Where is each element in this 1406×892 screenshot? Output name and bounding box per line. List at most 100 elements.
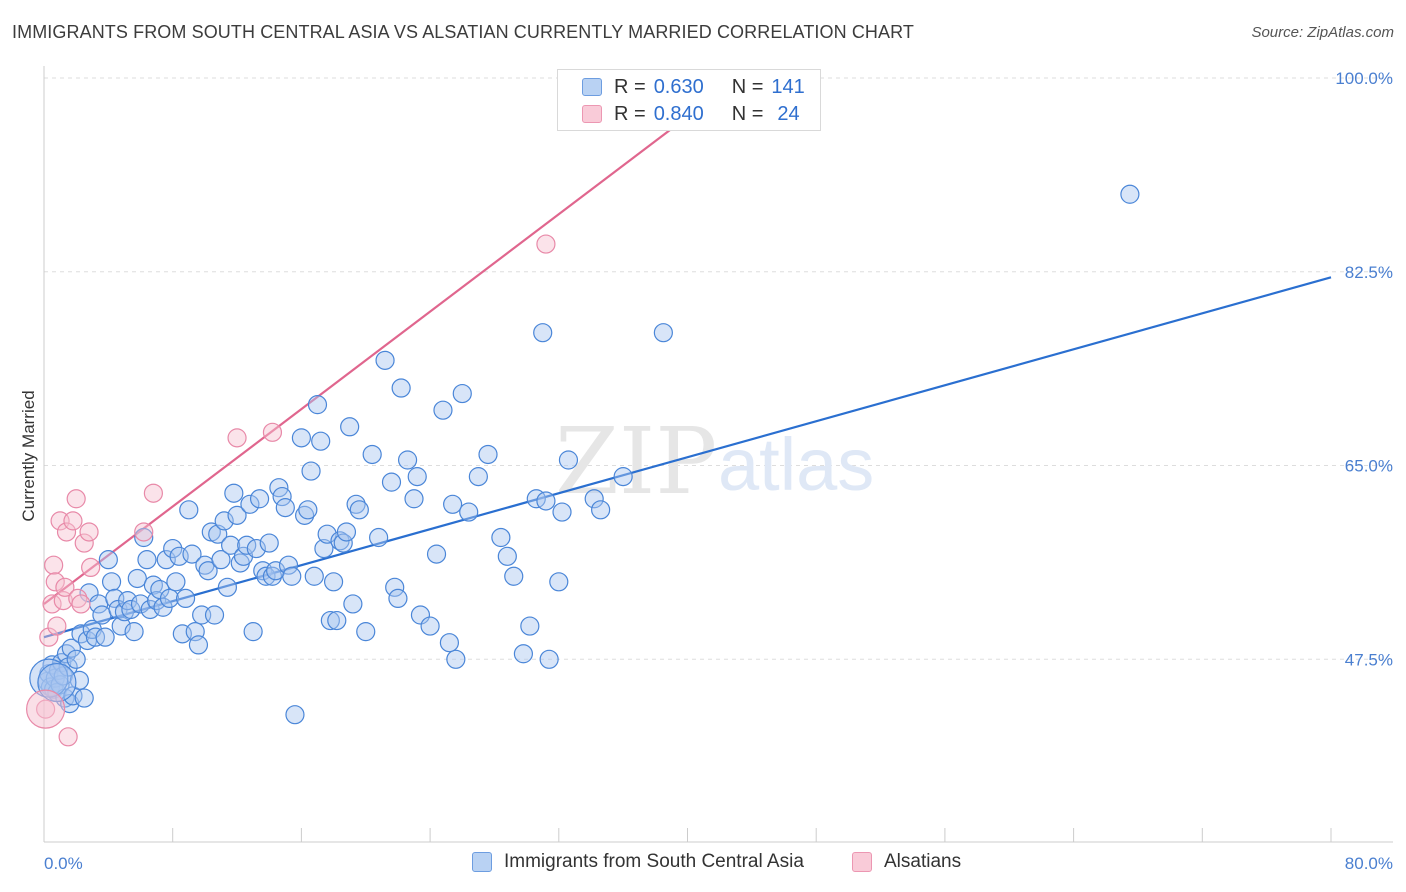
point-south-central-asia	[282, 566, 302, 586]
point-south-central-asia	[584, 489, 604, 509]
point-south-central-asia	[397, 450, 418, 470]
legend-item-alsatians[interactable]: Alsatians	[852, 851, 961, 873]
point-alsatian	[134, 522, 154, 542]
point-alsatian	[66, 489, 86, 509]
point-south-central-asia	[295, 505, 315, 525]
point-south-central-asia	[121, 599, 141, 620]
legend-n-label: N =	[731, 102, 764, 125]
point-south-central-asia	[478, 444, 498, 465]
point-south-central-asia	[101, 572, 122, 592]
point-south-central-asia	[539, 649, 559, 669]
point-south-central-asia	[249, 489, 270, 509]
point-south-central-asia	[591, 500, 611, 520]
point-south-central-asia	[278, 555, 299, 575]
point-south-central-asia	[304, 566, 324, 586]
point-south-central-asia	[343, 594, 363, 614]
point-south-central-asia	[221, 535, 241, 555]
chart-source: Source: ZipAtlas.com	[1251, 24, 1394, 41]
point-south-central-asia	[452, 383, 472, 404]
point-south-central-asia	[446, 649, 466, 669]
point-south-central-asia	[95, 627, 115, 647]
trend-lines	[43, 115, 1332, 639]
legend-label: Alsatians	[884, 851, 962, 872]
point-south-central-asia	[369, 527, 389, 548]
point-south-central-asia	[204, 605, 225, 625]
point-south-central-asia	[182, 544, 202, 564]
point-south-central-asia	[613, 467, 633, 487]
legend-swatch-pink	[582, 105, 602, 123]
legend-n-label: N =	[731, 75, 764, 98]
point-south-central-asia	[385, 577, 405, 597]
correlation-legend: R = 0.630 N = 141 R = 0.840 N = 24	[557, 69, 821, 131]
point-south-central-asia	[533, 323, 553, 343]
point-south-central-asia	[311, 431, 331, 451]
legend-row-series2: R = 0.840 N = 24	[582, 101, 800, 127]
point-alsatian	[58, 727, 78, 747]
legend-item-south-central-asia[interactable]: Immigrants from South Central Asia	[472, 851, 804, 873]
legend-r-value: 0.630	[653, 75, 704, 98]
point-alsatian	[68, 588, 88, 609]
point-south-central-asia	[272, 486, 292, 507]
point-south-central-asia	[217, 577, 237, 597]
point-south-central-asia	[333, 533, 353, 553]
grid-lines	[44, 77, 1393, 660]
y-tick-label: 100.0%	[1335, 69, 1393, 88]
point-south-central-asia	[314, 538, 334, 559]
point-south-central-asia	[552, 502, 572, 522]
point-south-central-asia	[301, 461, 321, 481]
point-alsatian	[536, 234, 556, 254]
point-alsatian	[227, 428, 247, 448]
point-south-central-asia	[388, 588, 408, 609]
point-south-central-asia	[536, 491, 556, 511]
x-tick-labels: 0.0% 80.0%	[44, 854, 1393, 873]
point-south-central-asia	[340, 417, 360, 437]
point-alsatian	[45, 572, 65, 592]
point-alsatian	[63, 511, 83, 531]
point-south-central-asia	[349, 500, 369, 520]
watermark-atlas: atlas	[718, 423, 874, 506]
point-south-central-asia	[188, 635, 209, 655]
point-alsatian	[44, 555, 64, 575]
point-south-central-asia	[224, 483, 244, 503]
point-south-central-asia	[323, 572, 344, 592]
point-south-central-asia	[61, 638, 81, 658]
point-south-central-asia	[163, 538, 183, 559]
trendline-south-central-asia	[43, 276, 1332, 639]
point-south-central-asia	[520, 616, 540, 636]
y-axis-label: Currently Married	[19, 390, 38, 521]
point-alsatian	[143, 483, 163, 503]
point-south-central-asia	[166, 572, 186, 592]
point-south-central-asia	[307, 395, 328, 415]
point-south-central-asia	[391, 378, 411, 398]
point-south-central-asia	[1120, 184, 1140, 204]
point-south-central-asia	[346, 494, 366, 514]
point-south-central-asia	[79, 583, 99, 603]
point-south-central-asia	[375, 350, 395, 370]
point-alsatian	[47, 616, 67, 636]
point-south-central-asia	[426, 544, 447, 564]
point-south-central-asia	[92, 605, 112, 625]
point-south-central-asia	[362, 444, 382, 465]
series-legend: Immigrants from South Central Asia Alsat…	[0, 851, 1406, 879]
legend-swatch-pink	[852, 852, 872, 872]
watermark-zip: ZIP	[555, 408, 717, 515]
legend-n-value: 141	[771, 75, 805, 98]
point-south-central-asia	[130, 594, 151, 614]
point-south-central-asia	[74, 688, 94, 708]
legend-r-label: R =	[614, 102, 646, 125]
chart-title: IMMIGRANTS FROM SOUTH CENTRAL ASIA VS AL…	[12, 22, 914, 42]
point-south-central-asia	[243, 622, 263, 642]
point-south-central-asia	[85, 627, 106, 647]
data-points	[26, 184, 1140, 747]
point-south-central-asia	[404, 489, 424, 509]
point-alsatian	[74, 533, 94, 553]
point-south-central-asia	[179, 500, 199, 520]
point-south-central-asia	[98, 550, 118, 570]
point-south-central-asia	[320, 610, 340, 631]
point-south-central-asia	[410, 605, 431, 625]
watermark: ZIP atlas	[555, 408, 874, 515]
point-south-central-asia	[134, 527, 154, 548]
point-south-central-asia	[407, 467, 427, 487]
legend-row-series1: R = 0.630 N = 141	[582, 74, 805, 100]
point-south-central-asia	[211, 550, 231, 570]
